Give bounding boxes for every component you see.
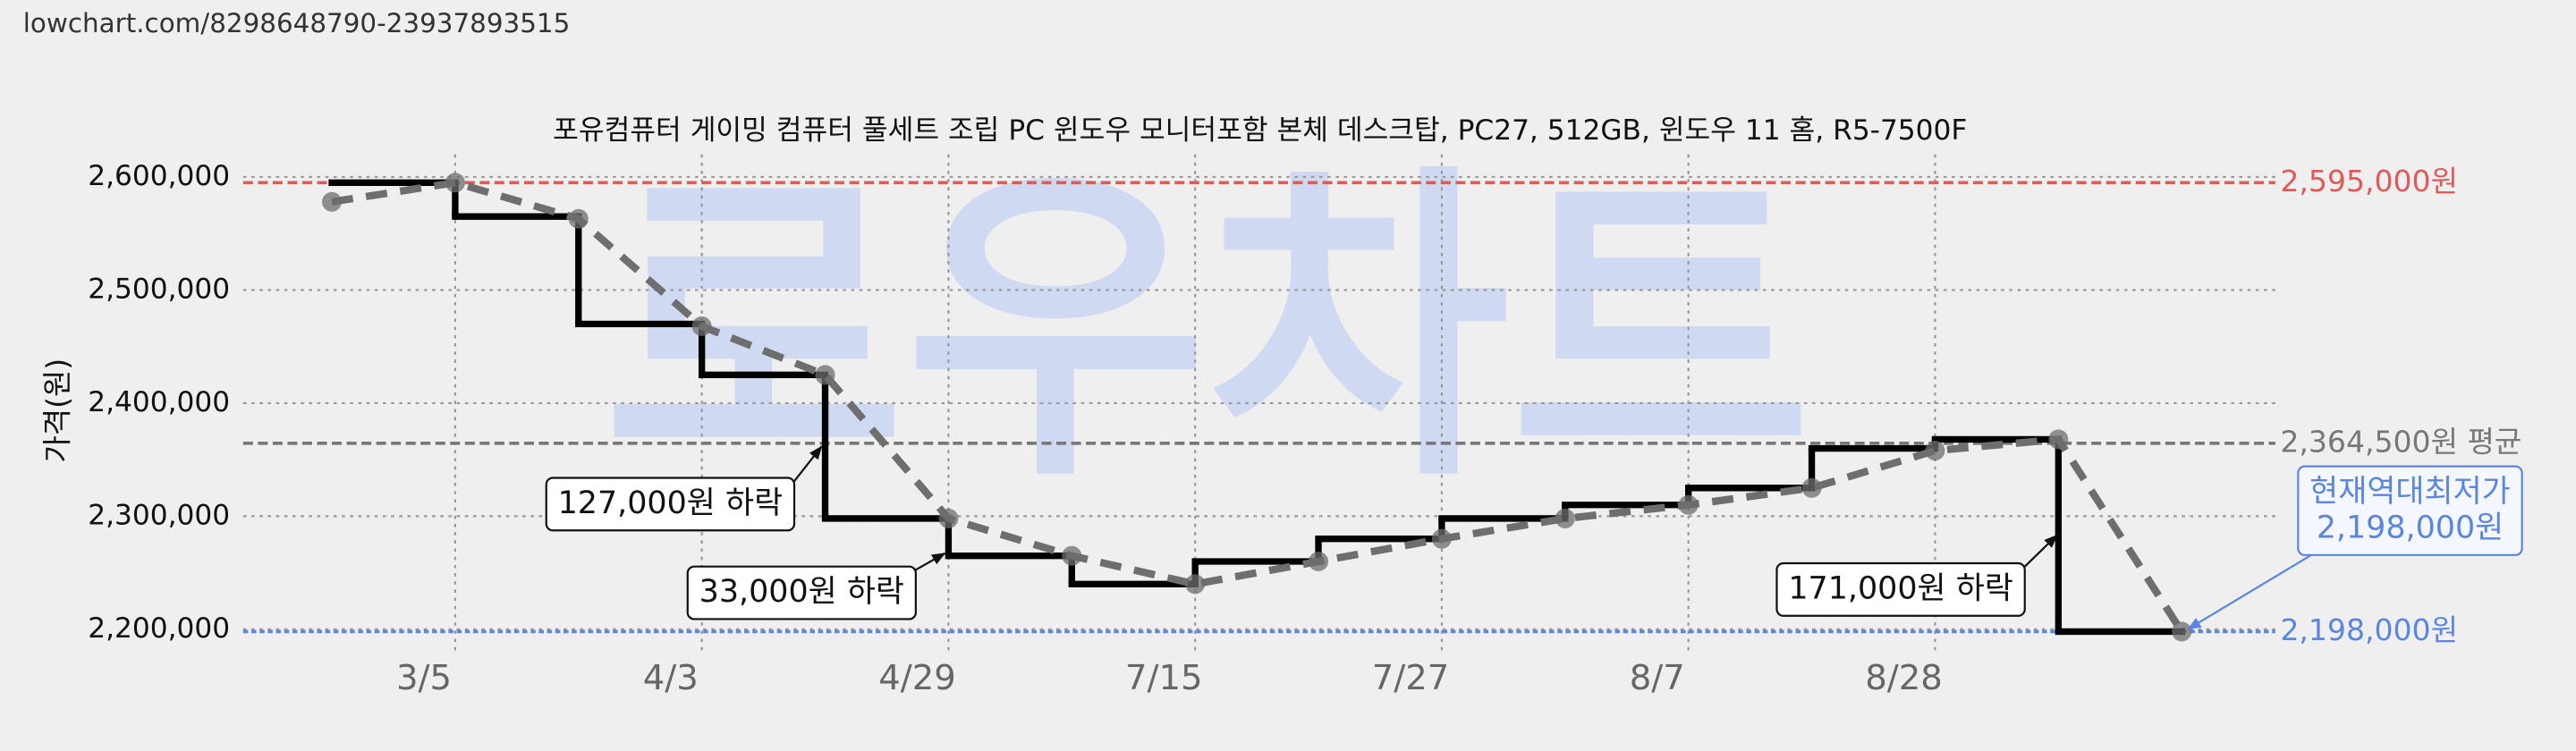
annotation-arrow bbox=[2023, 534, 2058, 568]
x-tick-label: 3/5 bbox=[396, 658, 452, 698]
annotation-text: 현재역대최저가 bbox=[2309, 474, 2511, 510]
url: lowchart.com/8298648790-23937893515 bbox=[23, 8, 571, 38]
trend-point bbox=[1309, 551, 1329, 572]
reference-label: 2,364,500원 평균 bbox=[2280, 424, 2521, 459]
trend-point bbox=[2048, 429, 2069, 450]
y-tick-label: 2,400,000 bbox=[88, 386, 230, 418]
trend-point bbox=[568, 208, 589, 229]
x-tick-label: 8/7 bbox=[1630, 658, 1685, 698]
annotation-arrow bbox=[2187, 553, 2312, 630]
annotation-text: 2,198,000원 bbox=[2317, 510, 2504, 545]
trend-point bbox=[1062, 545, 1082, 566]
annotation-box bbox=[1775, 561, 2026, 617]
annotation-arrow bbox=[793, 445, 823, 482]
annotation-text: 171,000원 하락 bbox=[1788, 570, 2013, 606]
reference-label: 2,595,000원 bbox=[2280, 164, 2458, 198]
annotation-box bbox=[2297, 465, 2523, 556]
trend-point bbox=[815, 365, 835, 385]
annotation-box bbox=[545, 477, 796, 532]
x-tick-label: 7/15 bbox=[1125, 658, 1203, 698]
y-tick-label: 2,600,000 bbox=[88, 160, 230, 192]
x-tick-label: 4/3 bbox=[643, 658, 699, 698]
annotation: 171,000원 하락 bbox=[1775, 534, 2058, 617]
trend-point bbox=[691, 316, 712, 336]
x-tick-label: 8/28 bbox=[1865, 658, 1943, 698]
reference-label: 2,198,000원 bbox=[2280, 612, 2458, 647]
annotation-box bbox=[686, 565, 917, 620]
y-axis-label: 가격(원) bbox=[40, 359, 75, 463]
trend-point bbox=[1925, 441, 1945, 461]
trend-point bbox=[1431, 528, 1452, 549]
annotation: 127,000원 하락 bbox=[545, 445, 823, 532]
annotation-text: 33,000원 하락 bbox=[699, 574, 904, 610]
annotation-text: 127,000원 하락 bbox=[558, 485, 784, 521]
annotation: 33,000원 하락 bbox=[686, 553, 946, 620]
trend-point bbox=[1678, 494, 1699, 515]
x-tick-label: 7/27 bbox=[1372, 658, 1450, 698]
y-tick-label: 2,200,000 bbox=[88, 612, 230, 645]
trend-point bbox=[1555, 508, 1575, 528]
x-tick-label: 4/29 bbox=[878, 658, 956, 698]
trend-point bbox=[938, 508, 959, 528]
trend-point bbox=[1801, 477, 1822, 498]
trend-point bbox=[445, 173, 465, 193]
watermark: 로우차트 bbox=[603, 138, 1812, 520]
chart-title: 포유컴퓨터 게이밍 컴퓨터 풀세트 조립 PC 윈도우 모니터포함 본체 데스크… bbox=[553, 114, 1967, 147]
trend-point bbox=[1185, 574, 1206, 595]
trend-point bbox=[322, 191, 343, 212]
trend-point bbox=[2172, 621, 2192, 642]
annotation-arrow bbox=[915, 553, 946, 571]
y-tick-label: 2,300,000 bbox=[88, 499, 230, 531]
y-tick-label: 2,500,000 bbox=[88, 273, 230, 305]
